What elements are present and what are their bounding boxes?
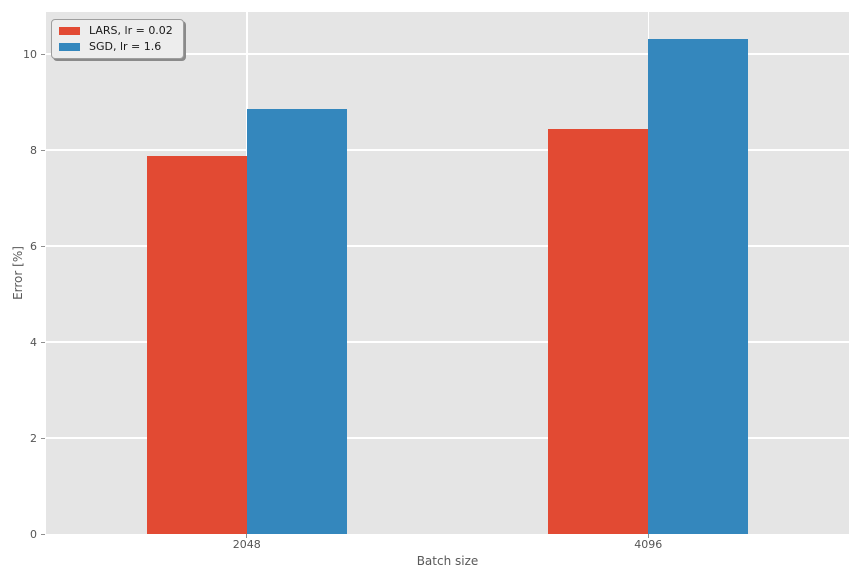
y-tick-label: 8 bbox=[30, 143, 37, 157]
y-tick-label: 4 bbox=[30, 335, 37, 349]
legend-label-sgd: SGD, lr = 1.6 bbox=[89, 40, 162, 53]
y-tick-label: 2 bbox=[30, 431, 37, 445]
legend-entry-lars: LARS, lr = 0.02 bbox=[59, 25, 173, 37]
y-tick-mark bbox=[41, 53, 45, 55]
legend-label-lars: LARS, lr = 0.02 bbox=[89, 24, 173, 37]
x-tick-mark bbox=[246, 534, 248, 538]
x-tick-label: 2048 bbox=[232, 538, 261, 551]
plot-area: LARS, lr = 0.02 SGD, lr = 1.6 bbox=[46, 12, 849, 534]
legend: LARS, lr = 0.02 SGD, lr = 1.6 bbox=[51, 19, 184, 59]
y-tick-label: 0 bbox=[30, 527, 37, 541]
x-tick-mark bbox=[647, 534, 649, 538]
bar-sgd-2048 bbox=[246, 109, 347, 534]
y-tick-mark bbox=[41, 341, 45, 343]
x-tick-label: 4096 bbox=[634, 538, 663, 551]
y-tick-mark bbox=[41, 437, 45, 439]
h-gridline bbox=[46, 341, 849, 343]
bar-sgd-4096 bbox=[648, 39, 749, 534]
h-gridline bbox=[46, 437, 849, 439]
legend-swatch-lars bbox=[59, 27, 80, 35]
y-tick-label: 10 bbox=[23, 47, 37, 61]
y-tick-mark bbox=[41, 245, 45, 247]
h-gridline bbox=[46, 149, 849, 151]
legend-swatch-sgd bbox=[59, 43, 80, 51]
h-gridline bbox=[46, 53, 849, 55]
bar-lars-2048 bbox=[146, 156, 247, 534]
x-axis-title: Batch size bbox=[416, 554, 479, 568]
y-axis-title: Error [%] bbox=[11, 246, 25, 300]
y-tick-label: 6 bbox=[30, 239, 37, 253]
legend-entry-sgd: SGD, lr = 1.6 bbox=[59, 41, 173, 53]
h-gridline bbox=[46, 245, 849, 247]
bar-lars-4096 bbox=[548, 128, 649, 534]
y-tick-mark bbox=[41, 533, 45, 535]
y-tick-mark bbox=[41, 149, 45, 151]
